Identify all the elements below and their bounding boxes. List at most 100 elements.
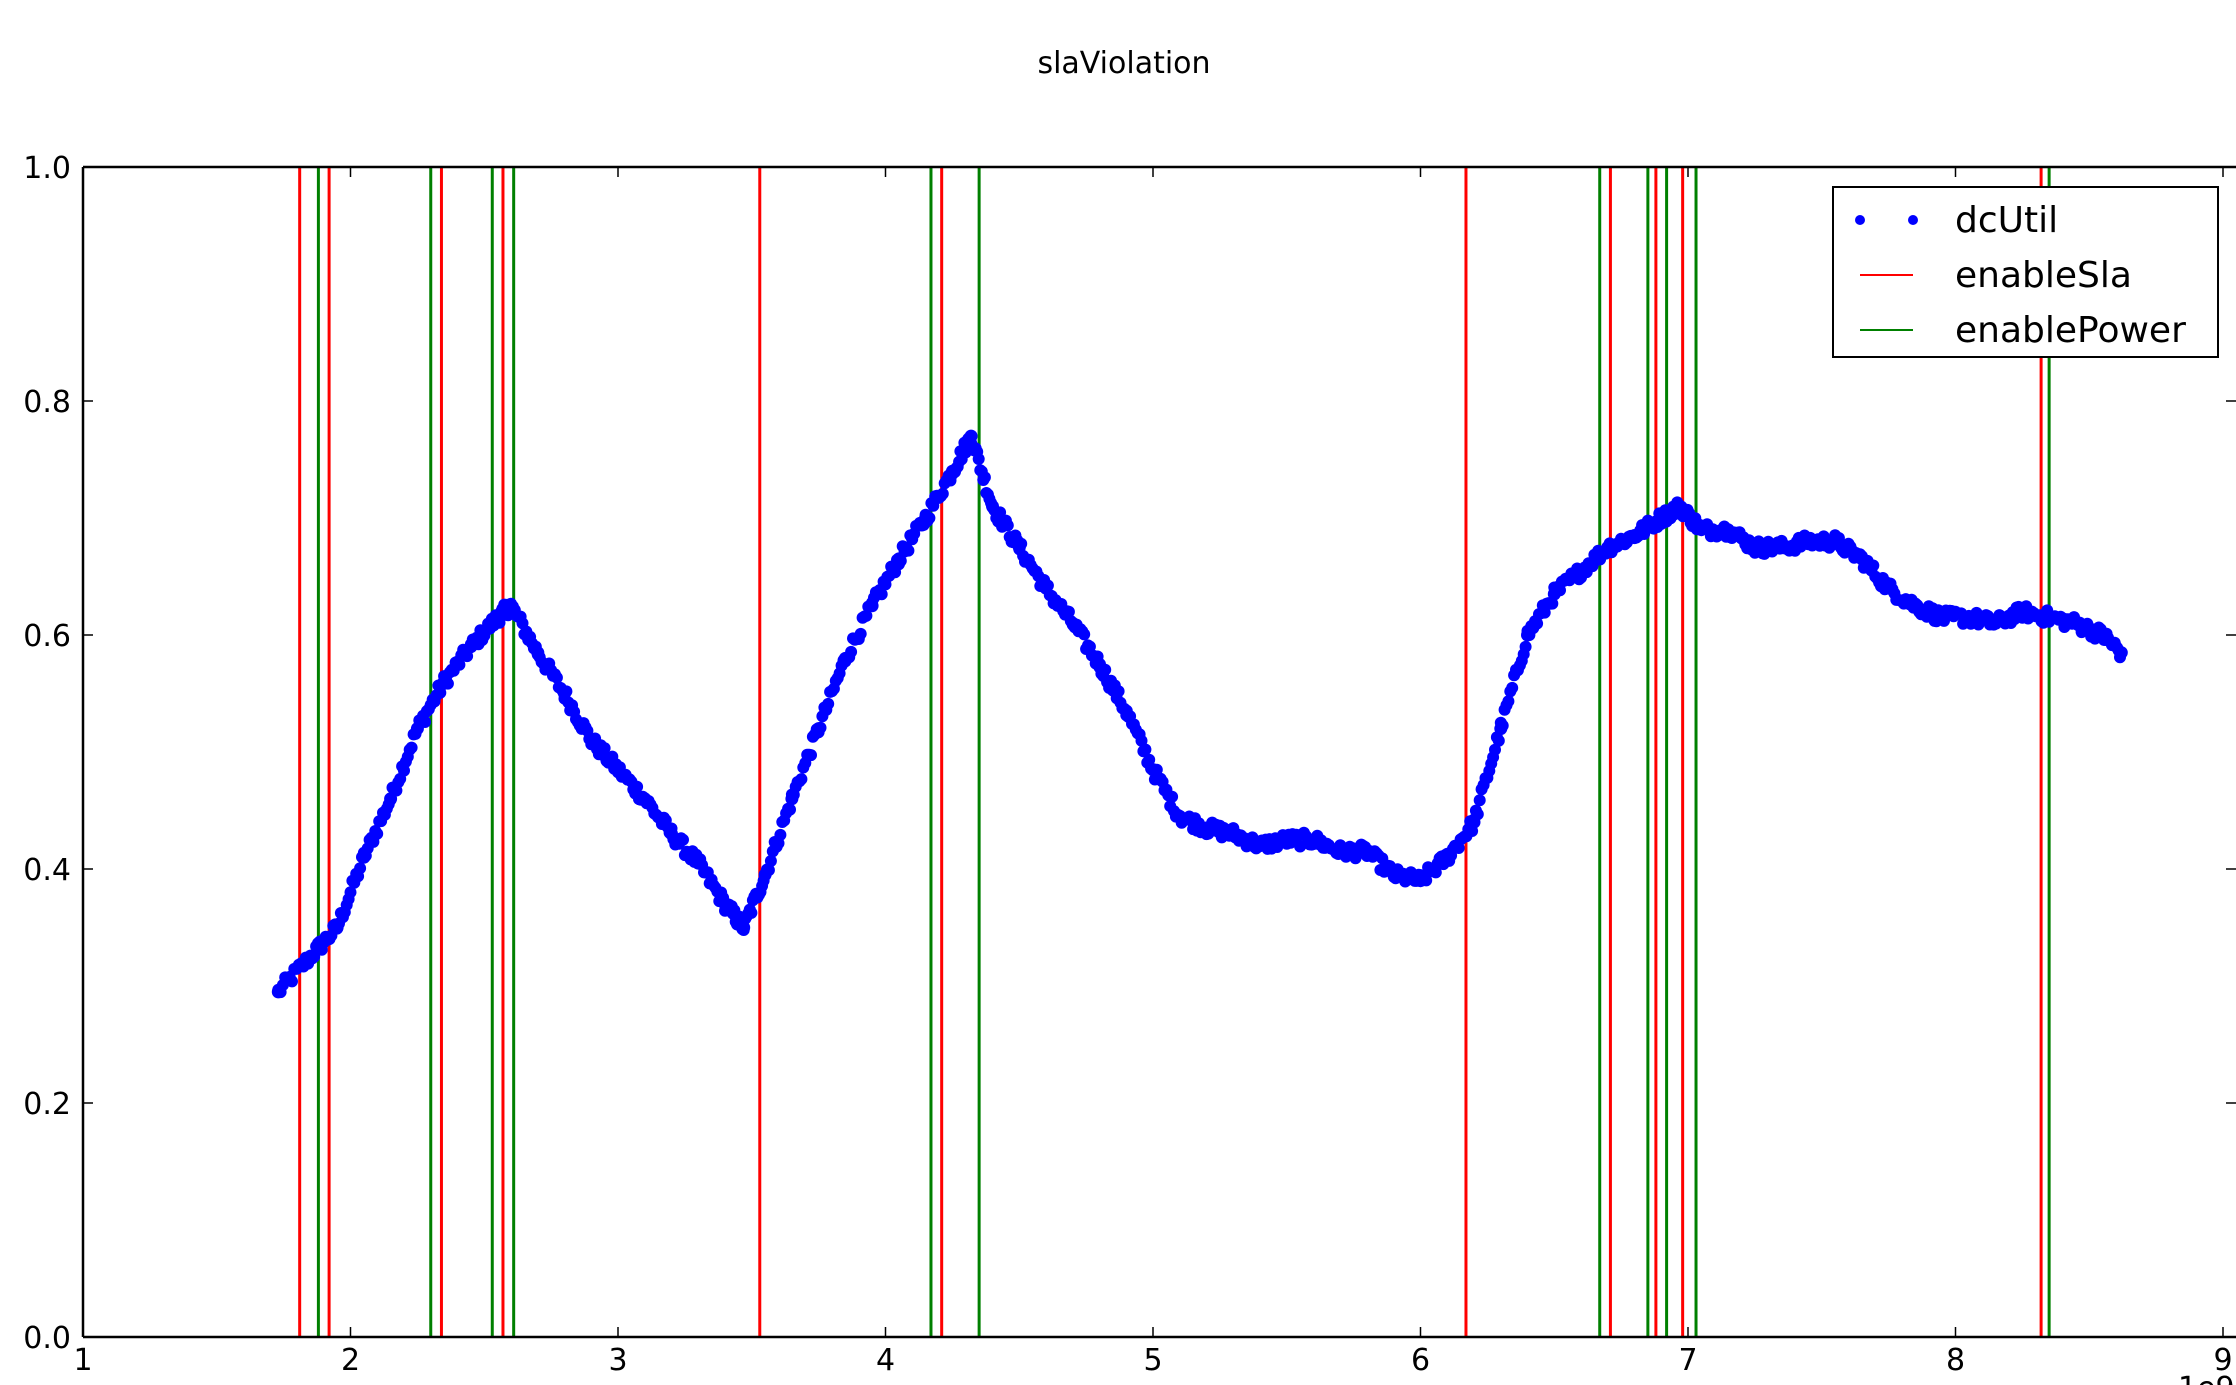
legend-label-dcutil: dcUtil [1955, 200, 2058, 241]
dcUtil-cloud-point [453, 658, 466, 671]
chart-title: slaViolation [1037, 46, 1210, 81]
dcUtil-point-9 [504, 599, 518, 613]
dcUtil-point-24 [892, 552, 906, 566]
dcUtil-cloud-point [1078, 628, 1091, 641]
dcUtil-cloud-point [774, 828, 787, 841]
dcUtil-point-39 [1280, 833, 1294, 847]
x-tick-label-6: 7 [1678, 1343, 1697, 1378]
dcUtil-point-33 [1119, 704, 1133, 718]
dcUtil-point-66 [1989, 616, 2003, 630]
dcUtil-cloud-point [371, 827, 384, 840]
dcUtil-point-65 [1962, 611, 1976, 624]
dcUtil-point-58 [1775, 540, 1789, 554]
dcUtil-cloud-point [344, 886, 357, 899]
axes: 1 2 3 4 5 6 7 8 9 0.0 0.2 0.4 0.6 0.8 1.0 1e9 [23, 151, 2236, 1385]
dcUtil-cloud-point [1429, 866, 1442, 879]
dcUtil-point-53 [1654, 511, 1668, 525]
dcUtil-point-61 [1855, 552, 1869, 566]
dcUtil-cloud-point [875, 588, 888, 601]
dcUtil-point-51 [1601, 540, 1615, 554]
dcUtil-point-56 [1721, 523, 1735, 537]
y-tick-label-0: 0.0 [23, 1321, 71, 1356]
dcUtil-point-12 [584, 733, 598, 747]
legend-label-enablesla: enableSla [1955, 255, 2132, 296]
dcUtil-cloud-point [805, 749, 817, 762]
dcUtil-point-68 [2042, 611, 2056, 624]
dcUtil-point-55 [1694, 523, 1708, 537]
dcUtil-point-31 [1066, 616, 1080, 630]
dcUtil-point-59 [1801, 534, 1815, 548]
x-offset-label: 1e9 [2178, 1371, 2235, 1385]
dcUtil-cloud-point [1143, 753, 1156, 766]
dcUtil-cloud-point [405, 741, 418, 754]
dcUtil-point-67 [2015, 605, 2029, 619]
dcUtil-point-22 [838, 651, 852, 665]
dcUtil-point-7 [464, 640, 478, 654]
dcUtil-point-6 [437, 675, 451, 689]
dcUtil-cloud-point [972, 453, 985, 465]
dcUtil-point-26 [945, 464, 959, 478]
dcUtil-point-1 [303, 950, 317, 964]
dcUtil-point-35 [1173, 809, 1187, 823]
y-tick-label-2: 0.4 [23, 853, 71, 888]
dcUtil-cloud-point [398, 764, 410, 777]
dcUtil-point-52 [1628, 529, 1641, 542]
x-tick-label-8: 9 [2213, 1343, 2232, 1378]
dcUtil-cloud-point [1502, 695, 1515, 708]
dcUtil-cloud-point [784, 803, 796, 816]
x-tick-label-3: 4 [876, 1343, 895, 1378]
x-tick-label-4: 5 [1143, 1343, 1162, 1378]
dcUtil-point-45 [1440, 850, 1454, 864]
y-tick-label-1: 0.2 [23, 1087, 71, 1122]
dcUtil-cloud-point [1139, 743, 1152, 756]
legend-label-enablepower: enablePower [1955, 310, 2186, 351]
dcUtil-cloud-point [854, 627, 867, 640]
x-tick-label-5: 6 [1411, 1343, 1430, 1378]
dcUtil-point-63 [1908, 599, 1922, 613]
dcUtil-point-70 [2096, 628, 2110, 642]
dcUtil-cloud-point [1166, 790, 1179, 803]
dcUtil-cloud-point [1001, 519, 1014, 532]
x-tick-label-0: 1 [73, 1343, 92, 1378]
dcUtil-point-36 [1200, 821, 1213, 835]
y-tick-label-3: 0.6 [23, 619, 71, 654]
dcUtil-point-46 [1467, 815, 1481, 829]
dcUtil-point-8 [491, 611, 505, 624]
dcUtil-point-50 [1574, 564, 1588, 578]
dcUtil-point-30 [1039, 581, 1053, 595]
dcUtil-point-4 [384, 792, 398, 806]
dcUtil-cloud-point [631, 780, 644, 793]
dcUtil-cloud-point [1489, 743, 1501, 756]
y-tick-label-5: 1.0 [23, 151, 71, 186]
x-tick-label-2: 3 [608, 1343, 627, 1378]
dcUtil-cloud-point [1473, 794, 1486, 807]
dcUtil-point-62 [1882, 581, 1896, 595]
y-tick-label-4: 0.8 [23, 385, 71, 420]
dcUtil-point-41 [1333, 845, 1347, 858]
dcUtil-cloud-point [860, 609, 873, 622]
dcUtil-point-18 [737, 921, 751, 934]
plot-area [271, 167, 2128, 1337]
dcUtil-point-32 [1093, 657, 1106, 671]
dcUtil-cloud-point [745, 906, 758, 919]
dcUtil-cloud-point [936, 487, 949, 500]
dcUtil-point-64 [1935, 611, 1949, 624]
dcUtil-point-5 [410, 722, 424, 736]
dcUtil-point-0 [271, 985, 285, 999]
x-tick-label-1: 2 [341, 1343, 360, 1378]
dcUtil-point-16 [691, 856, 705, 870]
dcUtil-point-20 [785, 792, 799, 806]
dcutil-legend-marker-b [1908, 215, 1918, 225]
dcUtil-cloud-point [795, 773, 808, 786]
dcUtil-cloud-point [1867, 559, 1880, 572]
dcUtil-point-13 [611, 763, 625, 777]
dcUtil-point-29 [1012, 540, 1026, 554]
x-tick-label-7: 8 [1946, 1343, 1965, 1378]
dcUtil-point-25 [919, 511, 933, 525]
dcUtil-point-2 [330, 921, 344, 934]
dcUtil-cloud-point [1531, 617, 1544, 630]
dcUtil-point-42 [1360, 845, 1374, 858]
dcUtil-point-14 [638, 792, 652, 806]
dcUtil-point-60 [1828, 534, 1842, 548]
